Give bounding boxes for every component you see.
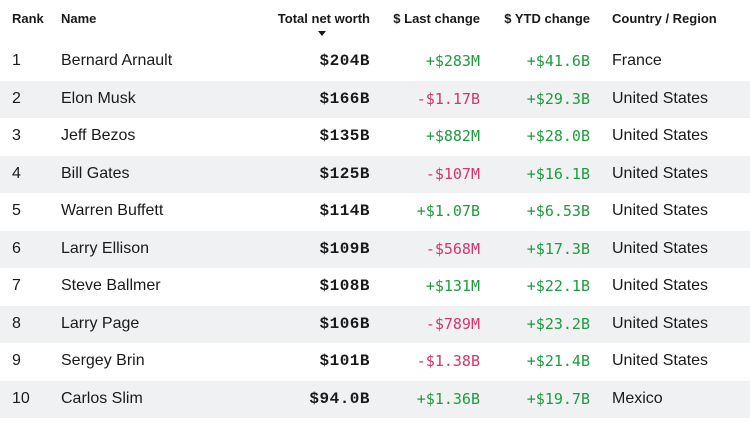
cell-country: United States — [612, 352, 709, 369]
cell-ytd-change: +$29.3B — [526, 89, 590, 108]
cell-name[interactable]: Warren Buffett — [61, 202, 164, 219]
cell-country: United States — [612, 89, 709, 107]
cell-rank: 1 — [12, 52, 21, 69]
column-header-last-change[interactable]: $ Last change — [393, 11, 480, 26]
table-row[interactable]: 8 Larry Page $106B -$789M +$23.2B United Stat… — [0, 305, 750, 343]
cell-name[interactable]: Sergey Brin — [61, 352, 145, 369]
cell-ytd-change: +$21.4B — [526, 352, 590, 370]
cell-last-change: -$789M — [425, 314, 480, 333]
cell-rank: 3 — [12, 127, 21, 144]
cell-net-worth: $125B — [319, 164, 370, 183]
column-header-net-worth[interactable]: Total net worth — [277, 11, 370, 26]
cell-rank: 4 — [12, 164, 21, 182]
cell-rank: 10 — [12, 389, 30, 407]
sort-down-arrow-icon — [318, 31, 326, 36]
cell-name[interactable]: Jeff Bezos — [61, 127, 136, 144]
cell-country: United States — [612, 202, 709, 219]
cell-rank: 9 — [12, 352, 21, 369]
cell-last-change: -$107M — [425, 164, 480, 183]
cell-name[interactable]: Bill Gates — [61, 164, 130, 182]
cell-country: United States — [612, 127, 709, 144]
cell-country: Mexico — [612, 389, 663, 407]
table-row[interactable]: 4 Bill Gates $125B -$107M +$16.1B United Stat… — [0, 155, 750, 193]
cell-country: United States — [612, 164, 709, 182]
cell-net-worth: $166B — [319, 89, 370, 108]
cell-ytd-change: +$41.6B — [526, 52, 590, 70]
cell-name[interactable]: Steve Ballmer — [61, 277, 161, 294]
cell-ytd-change: +$28.0B — [526, 127, 590, 145]
cell-ytd-change: +$19.7B — [526, 389, 590, 408]
cell-net-worth: $109B — [319, 239, 370, 258]
cell-country: United States — [612, 277, 709, 294]
column-header-country[interactable]: Country / Region — [612, 11, 717, 26]
cell-last-change: +$882M — [425, 127, 480, 145]
cell-rank: 8 — [12, 314, 21, 332]
table-row[interactable]: 2 Elon Musk $166B -$1.17B +$29.3B United Stat… — [0, 80, 750, 118]
table-row[interactable]: 7 Steve Ballmer $108B +$131M +$22.1B United S… — [0, 268, 750, 306]
table-row[interactable]: 5 Warren Buffett $114B +$1.07B +$6.53B United… — [0, 193, 750, 231]
column-header-ytd-change[interactable]: $ YTD change — [504, 11, 590, 26]
cell-rank: 2 — [12, 89, 21, 107]
cell-net-worth: $114B — [319, 202, 370, 220]
cell-name[interactable]: Carlos Slim — [61, 389, 143, 407]
cell-country: United States — [612, 314, 709, 332]
cell-net-worth: $106B — [319, 314, 370, 333]
cell-rank: 6 — [12, 239, 21, 257]
table-row[interactable]: 6 Larry Ellison $109B -$568M +$17.3B United S… — [0, 230, 750, 268]
table-row[interactable]: 1 Bernard Arnault $204B +$283M +$41.6B France — [0, 43, 750, 81]
cell-last-change: -$1.38B — [416, 352, 480, 370]
cell-ytd-change: +$23.2B — [526, 314, 590, 333]
cell-name[interactable]: Bernard Arnault — [61, 52, 173, 69]
cell-last-change: +$1.36B — [416, 389, 480, 408]
cell-rank: 5 — [12, 202, 21, 219]
cell-name[interactable]: Elon Musk — [61, 89, 136, 107]
cell-net-worth: $94.0B — [309, 389, 370, 408]
cell-last-change: +$283M — [425, 52, 480, 70]
cell-last-change: -$568M — [425, 239, 480, 258]
table-row[interactable]: 3 Jeff Bezos $135B +$882M +$28.0B United Stat… — [0, 118, 750, 156]
column-header-name[interactable]: Name — [61, 11, 97, 26]
cell-net-worth: $135B — [319, 127, 370, 145]
table-row[interactable]: 9 Sergey Brin $101B -$1.38B +$21.4B United St… — [0, 343, 750, 381]
cell-country: United States — [612, 239, 709, 257]
cell-ytd-change: +$6.53B — [526, 202, 590, 220]
cell-last-change: +$1.07B — [416, 202, 480, 220]
cell-name[interactable]: Larry Page — [61, 314, 140, 332]
cell-ytd-change: +$16.1B — [526, 164, 590, 183]
cell-rank: 7 — [12, 277, 21, 294]
table-body: 1 Bernard Arnault $204B +$283M +$41.6B France… — [0, 43, 750, 418]
cell-name[interactable]: Larry Ellison — [61, 239, 150, 257]
cell-last-change: -$1.17B — [416, 89, 480, 108]
cell-ytd-change: +$17.3B — [526, 239, 590, 258]
table-row[interactable]: 10 Carlos Slim $94.0B +$1.36B +$19.7B Mexico — [0, 380, 750, 418]
cell-last-change: +$131M — [425, 277, 480, 295]
table-header: Rank Name Total net worth $ Last change … — [0, 0, 750, 44]
cell-ytd-change: +$22.1B — [526, 277, 590, 295]
cell-net-worth: $101B — [319, 352, 370, 370]
cell-country: France — [612, 52, 662, 69]
column-header-rank[interactable]: Rank — [12, 11, 44, 26]
cell-net-worth: $108B — [319, 277, 370, 295]
cell-net-worth: $204B — [319, 52, 370, 70]
